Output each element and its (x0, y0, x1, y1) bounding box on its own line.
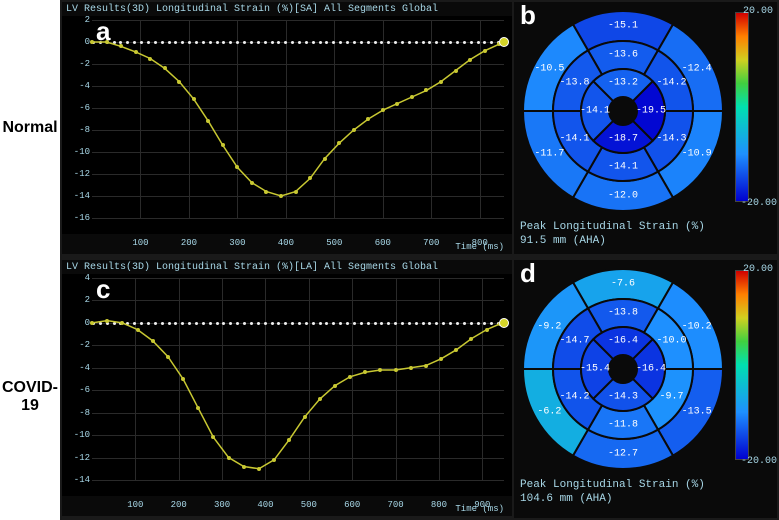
chart-c-plot: -14-12-10-8-6-4-202410020030040050060070… (62, 274, 512, 496)
colorbar-b-max: 20.00 (743, 6, 773, 17)
panel-c: LV Results(3D) Longitudinal Strain (%)[L… (62, 260, 512, 516)
colorbar-d-min: -20.00 (741, 456, 777, 467)
panel-d: d -7.6-10.2-13.5-12.7-6.2-9.2-13.8-10.0-… (514, 260, 777, 518)
panel-letter-c: c (96, 274, 110, 305)
row-label-normal: Normal (0, 115, 60, 141)
chart-a-title: LV Results(3D) Longitudinal Strain (%)[S… (62, 2, 512, 17)
colorbar-b-min: -20.00 (741, 198, 777, 209)
bullseye-b-caption: Peak Longitudinal Strain (%) 91.5 mm (AH… (520, 220, 705, 249)
caption-line: 91.5 mm (AHA) (520, 235, 606, 247)
colorbar-b (735, 12, 749, 202)
caption-line: Peak Longitudinal Strain (%) (520, 221, 705, 233)
caption-line: 104.6 mm (AHA) (520, 493, 612, 505)
bullseye-b: -15.1-12.4-10.9-12.0-11.7-10.5-13.6-14.2… (518, 6, 728, 216)
chart-c-title: LV Results(3D) Longitudinal Strain (%)[L… (62, 260, 512, 275)
panel-letter-a: a (96, 16, 110, 47)
panel-letter-b: b (520, 0, 536, 31)
chart-a-plot: -16-14-12-10-8-6-4-202100200300400500600… (62, 16, 512, 234)
colorbar-d (735, 270, 749, 460)
bullseye-d-caption: Peak Longitudinal Strain (%) 104.6 mm (A… (520, 478, 705, 507)
row-label-covid: COVID-19 (0, 375, 60, 419)
left-margin (0, 0, 60, 520)
chart-a-xlabel: Time (ms) (455, 242, 504, 252)
colorbar-d-max: 20.00 (743, 264, 773, 275)
chart-c-xlabel: Time (ms) (455, 504, 504, 514)
caption-line: Peak Longitudinal Strain (%) (520, 479, 705, 491)
panel-b: b -15.1-12.4-10.9-12.0-11.7-10.5-13.6-14… (514, 2, 777, 254)
bullseye-d: -7.6-10.2-13.5-12.7-6.2-9.2-13.8-10.0-9.… (518, 264, 728, 474)
panel-letter-d: d (520, 258, 536, 289)
panel-a: LV Results(3D) Longitudinal Strain (%)[S… (62, 2, 512, 254)
